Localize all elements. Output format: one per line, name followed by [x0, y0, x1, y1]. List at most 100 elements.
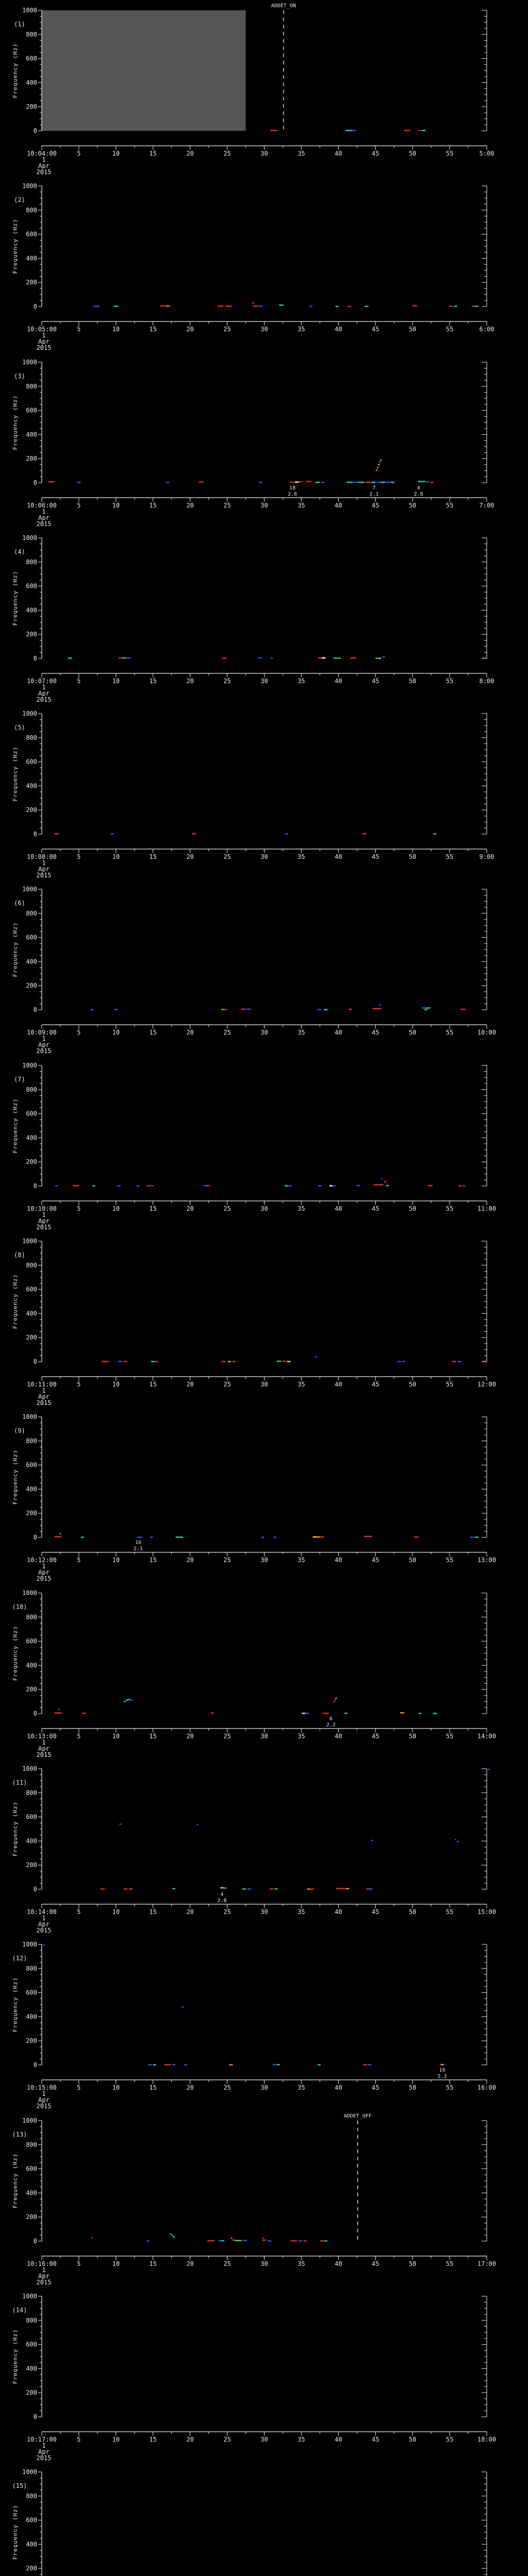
x-tick-label: 30	[260, 677, 268, 685]
event-mark	[381, 1178, 383, 1180]
y-ticks	[38, 1065, 487, 1187]
x-tick-label: 25	[223, 853, 230, 860]
y-tick-label: 400	[26, 1485, 37, 1493]
event-mark	[462, 1185, 466, 1187]
y-tick-label: 1000	[22, 2117, 37, 2124]
date-line: 2015	[37, 1047, 52, 1055]
y-tick-label: 400	[26, 2189, 37, 2196]
event-mark	[365, 481, 371, 483]
x-ticks	[41, 1201, 487, 1205]
date-line: 1	[42, 156, 45, 163]
date-line: 2015	[37, 1751, 52, 1758]
event-mark	[210, 1712, 214, 1714]
y-tick-label: 400	[26, 255, 37, 262]
x-end-time-label: 8:00	[480, 677, 494, 685]
x-tick-label: 15	[150, 2260, 157, 2267]
event-mark	[305, 1713, 309, 1714]
x-tick-label: 45	[372, 2260, 379, 2267]
panel-number-label: (6)	[14, 900, 25, 907]
y-ticks	[38, 1592, 487, 1714]
event-mark	[273, 1536, 276, 1538]
x-ticks	[41, 1377, 487, 1381]
date-line: Apr	[38, 690, 50, 697]
event-mark	[455, 1839, 457, 1840]
date-line: 2015	[37, 168, 52, 176]
x-start-time-label: 10:05:00	[27, 326, 57, 333]
event-mark	[470, 1536, 474, 1538]
event-mark	[97, 306, 100, 307]
x-tick-label: 30	[260, 2260, 268, 2267]
y-axis-title: Frequency (Hz)	[12, 1098, 19, 1154]
y-tick-label: 600	[26, 1286, 37, 1293]
x-tick-label: 15	[150, 677, 157, 685]
y-tick-label: 400	[26, 2365, 37, 2372]
event-mark	[337, 657, 341, 659]
y-ticks	[38, 2296, 487, 2417]
event-mark	[321, 482, 325, 483]
x-tick-label: 5	[77, 677, 80, 685]
spectrogram-panel-7: 0 200 400 600 800 1000 10:10:00 5 10 15 20 25 30 35 40…	[12, 1062, 496, 1231]
x-tick-label: 5	[77, 1908, 80, 1916]
y-tick-label: 400	[26, 958, 37, 965]
x-tick-label: 25	[223, 1908, 230, 1916]
x-tick-label: 55	[446, 150, 453, 157]
event-mark	[221, 2240, 224, 2242]
event-mark	[184, 2064, 187, 2065]
event-mark	[400, 1712, 405, 1714]
y-tick-label: 600	[26, 758, 37, 766]
event-mark	[370, 1840, 373, 1841]
y-tick-label: 200	[26, 455, 37, 462]
event-mark	[320, 1536, 324, 1538]
event-mark	[93, 306, 97, 307]
x-tick-label: 35	[298, 677, 305, 685]
y-tick-label: 0	[34, 655, 37, 662]
y-tick-label: 0	[34, 1358, 37, 1365]
event-mark	[317, 1009, 322, 1010]
y-tick-label: 800	[26, 1086, 37, 1093]
event-mark	[424, 1009, 427, 1010]
x-ticks	[41, 1025, 487, 1029]
x-tick-label: 55	[446, 2436, 453, 2443]
event-mark	[58, 1708, 60, 1710]
panel-number-label: (1)	[14, 21, 25, 28]
event-mark	[270, 1888, 274, 1890]
event-mark	[452, 1361, 456, 1362]
x-tick-label: 5	[77, 2260, 80, 2267]
event-mark	[414, 1536, 419, 1538]
event-mark	[302, 1713, 306, 1714]
x-tick-label: 25	[223, 2260, 230, 2267]
x-ticks	[41, 1904, 487, 1908]
x-tick-label: 40	[335, 1205, 342, 1212]
date-line: 1	[42, 2266, 45, 2274]
y-tick-label: 1000	[22, 1413, 37, 1420]
x-tick-label: 40	[335, 2084, 342, 2091]
spectrogram-panel-1: 0 200 400 600 800 1000 10:04:00 5 10 15 20 25 30 35 40…	[12, 3, 494, 176]
y-tick-label: 800	[26, 910, 37, 917]
event-mark	[334, 1700, 336, 1702]
event-mark	[457, 1361, 461, 1362]
x-tick-label: 10	[112, 502, 120, 509]
event-mark	[290, 481, 295, 483]
event-mark	[92, 1185, 95, 1187]
x-start-time-label: 10:11:00	[27, 1381, 57, 1388]
x-tick-label: 45	[372, 677, 379, 685]
x-tick-label: 40	[335, 1908, 342, 1916]
x-tick-label: 35	[298, 1908, 305, 1916]
detector-marker-title: ADDET_OFF	[344, 2113, 372, 2119]
y-tick-label: 600	[26, 2165, 37, 2173]
event-mark	[126, 1699, 128, 1701]
event-mark	[172, 2236, 175, 2238]
x-ticks	[41, 2080, 487, 2084]
event-mark	[378, 657, 382, 659]
date-line: Apr	[38, 866, 50, 873]
event-mark	[146, 1185, 151, 1187]
x-tick-label: 35	[298, 502, 305, 509]
x-start-time-label: 10:06:00	[27, 502, 57, 509]
x-tick-label: 20	[186, 1556, 193, 1564]
x-tick-label: 10	[112, 1029, 120, 1036]
x-start-time-label: 10:13:00	[27, 1733, 57, 1740]
x-tick-label: 55	[446, 1733, 453, 1740]
event-mark	[262, 2239, 267, 2241]
x-ticks	[41, 849, 487, 853]
panel-number-label: (14)	[12, 2307, 27, 2314]
